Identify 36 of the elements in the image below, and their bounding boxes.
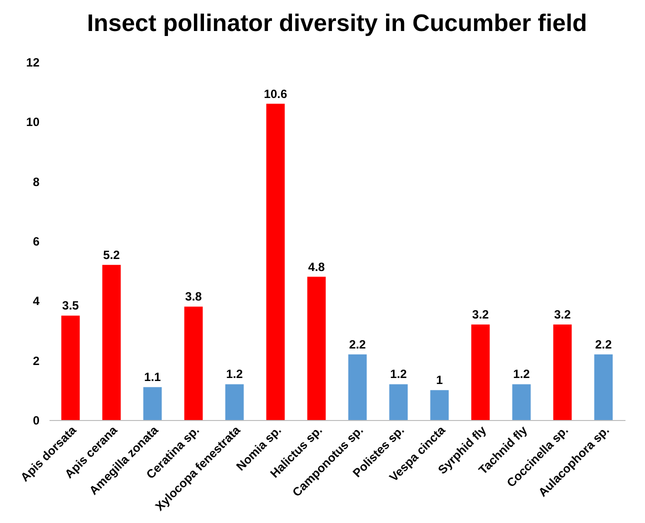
bar: [348, 354, 367, 420]
y-tick-label: 2: [32, 354, 40, 368]
bar: [594, 354, 613, 420]
y-tick-label: 4: [32, 294, 40, 308]
bar: [266, 104, 285, 420]
bar: [430, 390, 449, 420]
data-label: 4.8: [308, 260, 326, 274]
bar: [225, 384, 244, 420]
bar: [307, 276, 326, 420]
y-tick-label: 8: [32, 174, 40, 189]
bar: [471, 324, 490, 420]
bar: [184, 306, 203, 420]
data-label: 1: [436, 373, 444, 388]
data-label: 3.8: [185, 290, 202, 304]
data-label: 2.2: [595, 337, 612, 352]
y-tick-label: 12: [26, 56, 40, 70]
data-label: 2.2: [349, 337, 366, 352]
bar: [512, 384, 531, 420]
data-label: 1.1: [144, 370, 162, 384]
data-label: 3.2: [472, 308, 490, 322]
bar: [553, 324, 572, 420]
bar: [61, 316, 80, 420]
data-label: 5.2: [103, 248, 120, 262]
bar: [143, 387, 162, 420]
bar: [102, 264, 121, 420]
data-label: 1.2: [513, 367, 530, 382]
data-label: 1.2: [226, 367, 244, 382]
y-tick-label: 0: [32, 414, 40, 428]
chart-title: Insect pollinator diversity in Cucumber field: [86, 10, 588, 37]
data-label: 1.2: [390, 367, 408, 382]
data-label: 3.2: [554, 308, 572, 322]
y-tick-label: 10: [26, 115, 40, 130]
data-label: 10.6: [264, 86, 288, 101]
data-label: 3.5: [62, 298, 80, 313]
bar: [389, 384, 408, 420]
y-tick-label: 6: [32, 234, 40, 248]
